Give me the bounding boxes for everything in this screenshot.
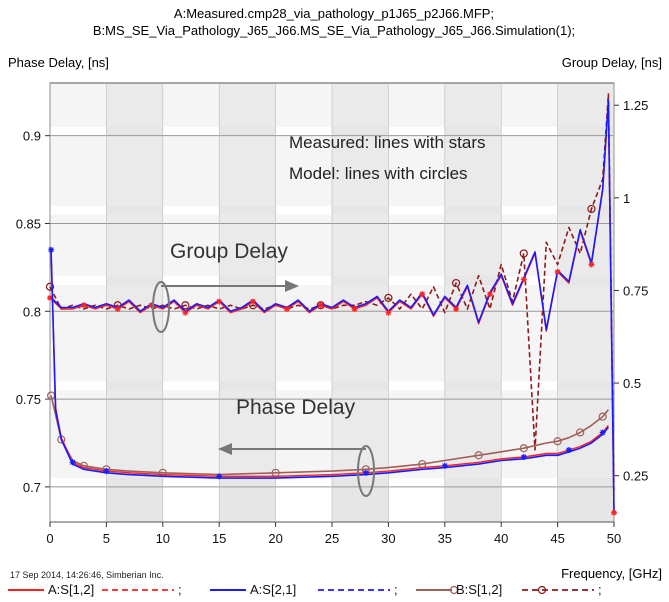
y-axis-left-title: Phase Delay, [ns]	[8, 55, 109, 70]
phase-delay-measured-marker	[441, 462, 448, 469]
group-delay-measured-marker	[148, 302, 155, 309]
legend-label: ;	[394, 582, 398, 597]
group-delay-measured-marker	[486, 291, 493, 298]
x-tick-label: 30	[381, 531, 395, 546]
x-tick-label: 15	[212, 531, 226, 546]
y-axis-left-ticks: 0.7 0.75 0.8 0.85 0.9	[16, 129, 50, 495]
group-delay-measured-marker	[588, 261, 595, 268]
phase-delay-model-marker	[576, 428, 585, 437]
x-tick-label: 50	[607, 531, 621, 546]
chart-title-line-2: B:MS_SE_Via_Pathology_J65_J66.MS_SE_Via_…	[93, 23, 575, 38]
phase-delay-model-marker	[553, 437, 562, 446]
phase-delay-measured-marker	[599, 429, 606, 436]
legend-label: A:S[1,2]	[48, 582, 94, 597]
phase-delay-arrow-icon	[218, 443, 375, 497]
group-delay-measured-marker	[80, 302, 87, 309]
group-delay-model-marker	[587, 204, 596, 214]
group-delay-measured-marker	[419, 291, 426, 298]
group-delay-measured-marker	[182, 309, 189, 316]
group-delay-measured-marker	[250, 298, 257, 305]
group-delay-arrow-icon	[152, 280, 299, 333]
group-delay-measured-marker	[317, 302, 324, 309]
phase-delay-model-marker	[598, 412, 607, 421]
group-delay-measured-marker	[520, 276, 527, 283]
y-axis-right-title: Group Delay, [ns]	[562, 55, 662, 70]
y-right-tick-label: 1.25	[623, 98, 648, 113]
phase-delay-measured-marker	[520, 454, 527, 461]
y-right-tick-label: 0.25	[623, 469, 648, 484]
y-left-tick-label: 0.8	[23, 304, 41, 319]
group-delay-measured-marker	[283, 305, 290, 312]
phase-delay-measured-marker	[216, 473, 223, 480]
x-axis-title: Frequency, [GHz]	[561, 566, 662, 581]
group-delay-measured-s21-line	[49, 99, 615, 512]
chart-footer-timestamp: 17 Sep 2014, 14:26:46, Simberian Inc.	[10, 570, 164, 580]
x-tick-label: 25	[325, 531, 339, 546]
group-delay-model-marker	[45, 282, 55, 291]
group-delay-measured-marker	[47, 294, 53, 301]
phase-delay-measured-marker	[362, 469, 369, 476]
y-right-tick-label: 0.5	[623, 376, 641, 391]
legend-label: ;	[178, 582, 182, 597]
group-delay-model-marker	[451, 278, 461, 288]
group-delay-measured-marker	[216, 298, 223, 305]
x-axis-ticks: 0 5 10 15 20 25 30 35 40 45 50	[46, 522, 621, 546]
group-delay-model-marker	[181, 301, 190, 310]
y-right-tick-label: 0.75	[623, 283, 648, 298]
series-layer	[45, 93, 617, 516]
legend-label: B:S[1,2]	[456, 582, 502, 597]
x-tick-label: 45	[550, 531, 564, 546]
annotation-model-note: Model: lines with circles	[289, 164, 468, 183]
phase-delay-measured-marker	[103, 468, 110, 475]
annotation-group-delay: Group Delay	[170, 240, 288, 263]
group-delay-measured-marker	[385, 309, 392, 316]
annotation-measured-note: Measured: lines with stars	[289, 133, 486, 152]
phase-delay-model-line	[50, 395, 610, 476]
chart-title-line-1: A:Measured.cmp28_via_pathology_p1J65_p2J…	[174, 6, 494, 21]
legend-marker	[537, 585, 547, 595]
x-tick-label: 5	[103, 531, 110, 546]
group-delay-model-marker	[384, 293, 393, 302]
group-delay-measured-marker	[611, 509, 617, 516]
x-tick-label: 35	[438, 531, 452, 546]
group-delay-measured-marker	[351, 305, 358, 312]
annotation-phase-delay: Phase Delay	[236, 396, 356, 419]
phase-delay-model-marker	[474, 451, 483, 460]
legend: A:S[1,2]; A:S[2,1]; B:S[1,2];	[8, 582, 602, 597]
x-tick-label: 10	[156, 531, 170, 546]
phase-delay-model-marker	[519, 444, 528, 453]
y-left-tick-label: 0.9	[23, 129, 41, 144]
y-right-tick-label: 1	[623, 191, 630, 206]
x-tick-label: 0	[46, 531, 53, 546]
grid-lines	[49, 83, 615, 522]
group-delay-model-marker	[519, 249, 528, 258]
x-tick-label: 20	[268, 531, 282, 546]
legend-label: ;	[598, 582, 602, 597]
group-delay-measured-marker	[554, 268, 561, 275]
x-tick-label: 40	[494, 531, 508, 546]
group-delay-measured-marker	[453, 305, 460, 312]
group-delay-measured-marker	[114, 305, 121, 312]
y-left-tick-label: 0.85	[16, 216, 41, 231]
y-left-tick-label: 0.75	[16, 392, 41, 407]
y-axis-right-ticks: 0.25 0.5 0.75 1 1.25	[614, 98, 648, 484]
phase-delay-measured-marker	[565, 447, 572, 454]
legend-marker	[449, 585, 459, 595]
legend-label: A:S[2,1]	[250, 582, 296, 597]
phase-delay-measured-marker	[48, 246, 55, 253]
phase-delay-measured-marker	[69, 459, 76, 466]
y-left-tick-label: 0.7	[23, 480, 41, 495]
